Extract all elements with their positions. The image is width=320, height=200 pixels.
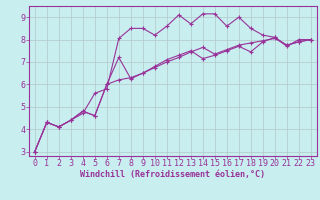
X-axis label: Windchill (Refroidissement éolien,°C): Windchill (Refroidissement éolien,°C) (80, 170, 265, 179)
